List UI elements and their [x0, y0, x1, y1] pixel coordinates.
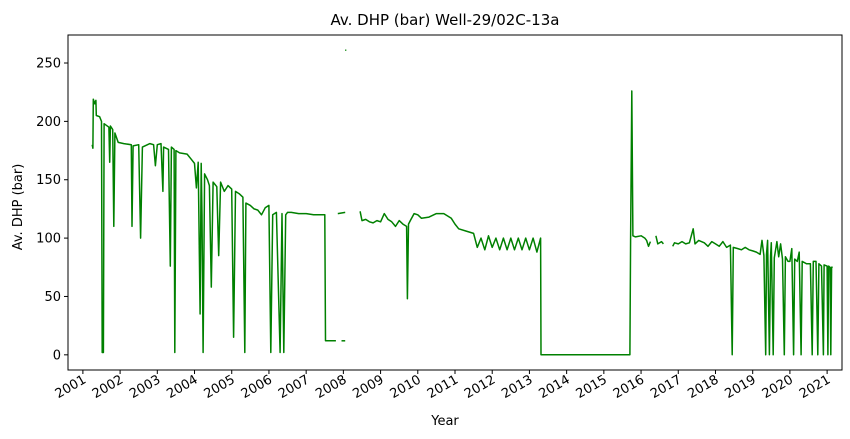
x-tick-label: 2002 [90, 372, 126, 402]
y-axis-label: Av. DHP (bar) [11, 164, 26, 251]
x-tick-label: 2008 [313, 372, 349, 402]
x-tick-label: 2012 [462, 372, 498, 402]
y-tick-label: 200 [36, 115, 61, 130]
chart-title: Av. DHP (bar) Well-29/02C-13a [331, 11, 560, 29]
y-tick-label: 50 [44, 290, 61, 305]
series-line-segment [672, 228, 833, 356]
series-line-segment [655, 235, 664, 245]
plot-area [91, 49, 833, 356]
y-tick-label: 100 [36, 232, 61, 247]
x-tick-label: 2019 [723, 372, 759, 402]
x-tick-label: 2005 [202, 372, 238, 402]
y-tick-label: 150 [36, 173, 61, 188]
series-line-segment [91, 98, 336, 354]
x-tick-label: 2021 [797, 372, 833, 402]
x-tick-label: 2001 [53, 372, 89, 402]
plot-frame [67, 34, 843, 371]
x-tick-label: 2007 [276, 372, 312, 402]
x-tick-label: 2015 [574, 372, 610, 402]
x-tick-label: 2009 [350, 372, 386, 402]
series-line-segment [359, 90, 652, 356]
x-tick-label: 2016 [611, 372, 647, 402]
x-axis-label: Year [430, 414, 459, 429]
y-tick-label: 0 [53, 348, 61, 363]
x-tick-label: 2003 [127, 372, 163, 402]
x-axis: 2001 2002 2003 2004 2005 2006 2007 2008 2009 2010… [53, 370, 833, 402]
x-tick-label: 2010 [388, 372, 424, 402]
x-tick-label: 2014 [536, 372, 572, 402]
x-tick-label: 2018 [685, 372, 721, 402]
x-tick-label: 2020 [760, 372, 796, 402]
x-tick-label: 2004 [164, 372, 200, 402]
x-tick-label: 2011 [425, 372, 461, 402]
x-tick-label: 2017 [648, 372, 684, 402]
y-tick-label: 250 [36, 57, 61, 72]
y-axis: 0 50 100 150 200 250 [36, 57, 68, 363]
x-tick-label: 2013 [499, 372, 535, 402]
x-tick-label: 2006 [239, 372, 275, 402]
series-line-segment [337, 211, 346, 215]
